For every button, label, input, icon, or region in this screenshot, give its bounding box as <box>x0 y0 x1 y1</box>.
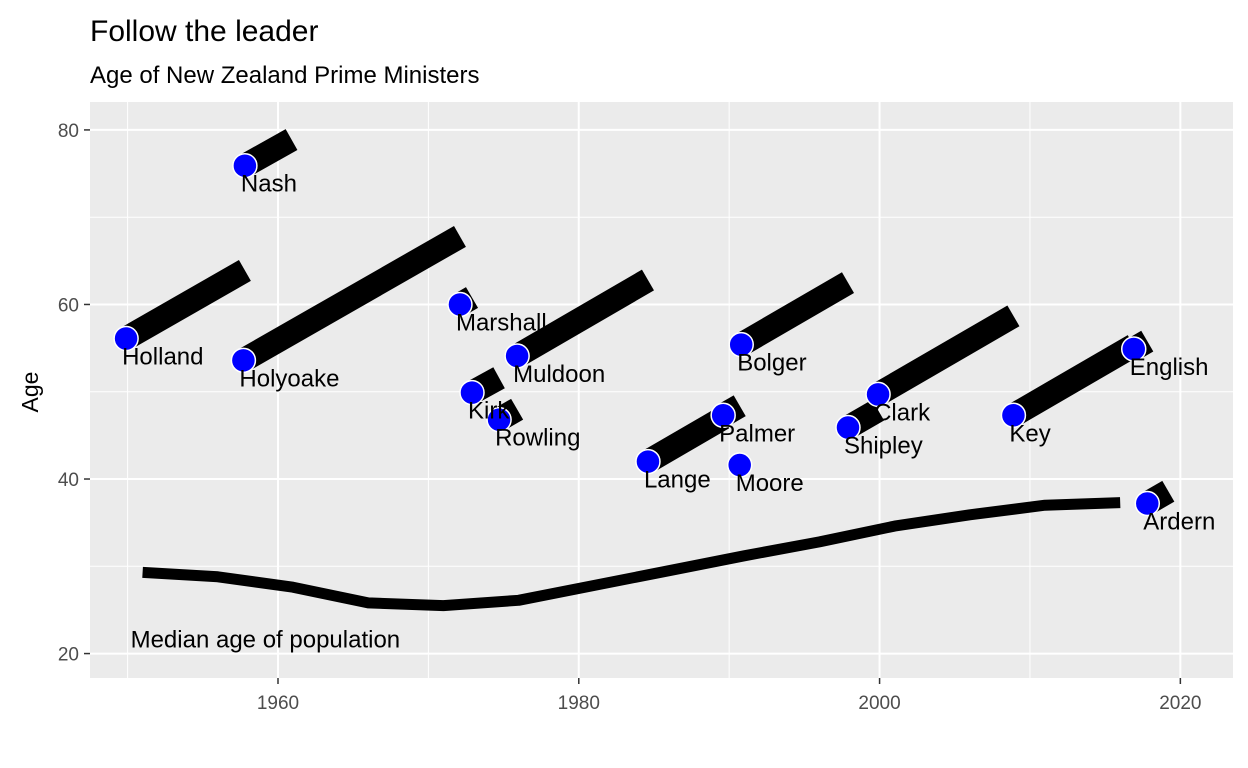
pm-label-lange: Lange <box>644 467 711 494</box>
pm-point-marshall <box>447 291 473 318</box>
pm-label-marshall: Marshall <box>456 309 547 336</box>
pm-label-ardern: Ardern <box>1143 508 1215 535</box>
y-tick-label: 80 <box>58 121 79 142</box>
pm-label-key: Key <box>1009 420 1050 447</box>
x-tick-label: 2000 <box>858 693 900 714</box>
chart-title: Follow the leader <box>90 15 318 48</box>
pm-point-moore <box>726 452 753 478</box>
pm-label-clark: Clark <box>874 399 931 426</box>
y-axis-title: Age <box>17 372 43 413</box>
x-tick-label: 2020 <box>1159 693 1201 714</box>
y-tick-label: 60 <box>58 295 79 316</box>
tenure-segment-holland <box>120 260 251 349</box>
median-age-layer: Median age of population <box>131 497 1121 653</box>
pm-point-kirk <box>459 379 485 406</box>
chart-subtitle: Age of New Zealand Prime Ministers <box>90 62 479 89</box>
pm-label-bolger: Bolger <box>737 350 806 377</box>
y-tick-label: 40 <box>58 470 79 491</box>
pm-label-shipley: Shipley <box>844 433 923 460</box>
tenure-segment-lange <box>641 407 730 472</box>
pm-label-moore: Moore <box>736 470 804 497</box>
tenure-segment-key <box>1007 335 1140 426</box>
median-age-annotation: Median age of population <box>131 626 401 653</box>
x-tick-label: 1980 <box>558 693 600 714</box>
pm-label-holland: Holland <box>122 344 203 371</box>
pm-label-kirk: Kirk <box>468 398 510 425</box>
pm-label-palmer: Palmer <box>719 420 795 447</box>
pm-label-holyoake: Holyoake <box>239 365 339 392</box>
pm-point-holland <box>113 325 139 352</box>
pm-point-english <box>1120 336 1147 362</box>
pm-point-bolger <box>728 331 754 358</box>
pm-label-nash: Nash <box>241 171 297 198</box>
pm-point-key <box>1000 402 1027 429</box>
tenure-segment-bolger <box>735 272 855 355</box>
pm-point-lange <box>635 448 661 475</box>
x-tick-label: 1960 <box>257 693 299 714</box>
pm-point-holyoake <box>230 347 257 374</box>
pm-label-rowling: Rowling <box>495 425 580 452</box>
pm-point-nash <box>232 152 258 179</box>
tenure-segment-muldoon <box>511 269 654 367</box>
y-tick-label: 20 <box>58 645 79 666</box>
tenure-segment-clark <box>872 305 1020 405</box>
pm-point-clark <box>865 381 891 408</box>
pm-point-palmer <box>710 402 736 429</box>
pm-point-muldoon <box>504 343 530 369</box>
tenure-segment-holyoake <box>237 225 466 371</box>
pm-label-muldoon: Muldoon <box>513 361 605 388</box>
pm-points <box>113 152 1161 517</box>
pm-point-shipley <box>835 414 861 441</box>
median-age-line <box>142 497 1121 612</box>
pm-point-rowling <box>486 406 512 433</box>
pm-point-ardern <box>1134 490 1161 517</box>
pm-label-english: English <box>1130 354 1209 381</box>
